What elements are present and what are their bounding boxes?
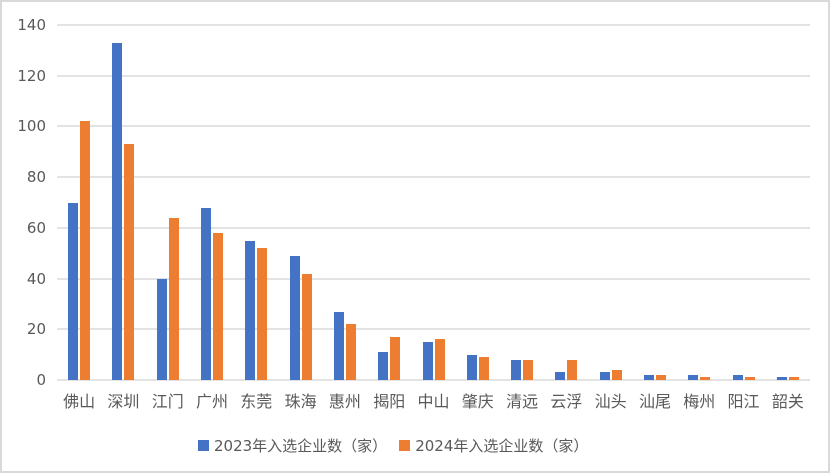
bar-2023 bbox=[422, 341, 433, 380]
x-tick-label: 深圳 bbox=[107, 392, 140, 411]
y-tick-label: 80 bbox=[26, 168, 46, 187]
bar-2024 bbox=[567, 359, 578, 380]
gridline bbox=[57, 176, 810, 179]
x-tick-label: 珠海 bbox=[284, 392, 317, 411]
y-tick-label: 40 bbox=[26, 269, 46, 288]
bar-2023 bbox=[643, 374, 654, 380]
x-tick-label: 中山 bbox=[417, 392, 450, 411]
y-tick-label: 100 bbox=[17, 117, 46, 136]
bar-2024 bbox=[390, 336, 401, 380]
legend-item-2024: 2024年入选企业数（家） bbox=[399, 435, 588, 456]
bar-2023 bbox=[688, 374, 699, 380]
legend-item-2023: 2023年入选企业数（家） bbox=[198, 435, 387, 456]
legend-label-2024: 2024年入选企业数（家） bbox=[415, 437, 589, 455]
x-tick-label: 佛山 bbox=[63, 392, 96, 411]
x-tick-label: 惠州 bbox=[328, 392, 361, 411]
bar-2024 bbox=[434, 339, 445, 380]
gridline bbox=[57, 226, 810, 229]
bar-2024 bbox=[124, 144, 135, 380]
bar-2024 bbox=[788, 377, 799, 380]
x-tick-label: 揭阳 bbox=[373, 392, 406, 411]
gridline bbox=[57, 24, 810, 26]
bar-2023 bbox=[466, 354, 477, 380]
legend-swatch-2024 bbox=[399, 440, 411, 451]
bar-2023 bbox=[289, 255, 300, 380]
gridline bbox=[57, 379, 810, 381]
y-tick-label: 60 bbox=[26, 218, 46, 237]
bar-2024 bbox=[80, 121, 91, 380]
x-tick-label: 汕尾 bbox=[638, 392, 671, 411]
x-tick-label: 广州 bbox=[196, 392, 229, 411]
bar-2024 bbox=[345, 324, 356, 380]
gridline bbox=[57, 328, 810, 331]
x-tick-label: 阳江 bbox=[727, 392, 760, 411]
bar-2023 bbox=[511, 359, 522, 380]
plot-area bbox=[57, 24, 810, 381]
bar-2023 bbox=[245, 240, 256, 380]
bar-2023 bbox=[776, 377, 787, 380]
x-tick-label: 汕头 bbox=[594, 392, 627, 411]
x-tick-label: 清远 bbox=[506, 392, 539, 411]
x-tick-label: 云浮 bbox=[550, 392, 583, 411]
x-tick-label: 梅州 bbox=[683, 392, 716, 411]
bar-2024 bbox=[168, 217, 179, 380]
x-tick-label: 东莞 bbox=[240, 392, 273, 411]
bar-2023 bbox=[555, 372, 566, 380]
bar-2024 bbox=[611, 369, 622, 380]
bar-2024 bbox=[301, 273, 312, 380]
y-tick-label: 140 bbox=[17, 16, 46, 34]
gridline bbox=[57, 74, 810, 77]
gridline bbox=[57, 277, 810, 280]
bar-2024 bbox=[257, 248, 268, 380]
bar-2023 bbox=[68, 202, 79, 380]
x-tick-label: 江门 bbox=[151, 392, 184, 411]
bar-2024 bbox=[655, 374, 666, 380]
bar-2023 bbox=[378, 352, 389, 380]
bar-2023 bbox=[112, 42, 123, 380]
y-tick-label: 0 bbox=[36, 371, 46, 389]
y-tick-label: 120 bbox=[17, 66, 46, 85]
bar-2023 bbox=[732, 374, 743, 380]
bar-2023 bbox=[201, 207, 212, 380]
bar-2024 bbox=[700, 377, 711, 380]
bar-2024 bbox=[523, 359, 534, 380]
bar-2024 bbox=[478, 357, 489, 380]
bar-2023 bbox=[156, 278, 167, 380]
x-tick-label: 韶关 bbox=[771, 392, 804, 411]
legend-label-2023: 2023年入选企业数（家） bbox=[214, 437, 388, 455]
bar-2024 bbox=[213, 232, 224, 380]
legend: 2023年入选企业数（家） 2024年入选企业数（家） bbox=[198, 435, 588, 456]
gridline bbox=[57, 125, 810, 128]
bar-2023 bbox=[333, 311, 344, 380]
legend-swatch-2023 bbox=[198, 440, 209, 451]
bar-2023 bbox=[599, 372, 610, 380]
bar-2024 bbox=[744, 377, 755, 380]
y-tick-label: 20 bbox=[26, 320, 46, 339]
x-tick-label: 肇庆 bbox=[461, 392, 494, 411]
